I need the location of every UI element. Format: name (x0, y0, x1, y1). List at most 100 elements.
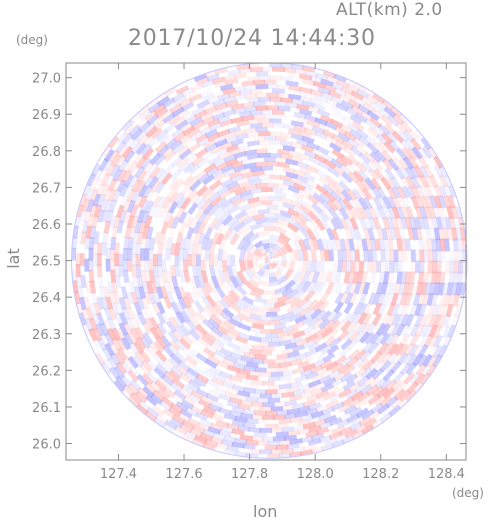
radar-cell (348, 348, 361, 361)
radar-cell (332, 164, 346, 176)
radar-cell (173, 131, 187, 143)
radar-cell (220, 141, 234, 150)
radar-cell (255, 84, 269, 90)
radar-cell (369, 133, 383, 146)
radar-cell (391, 196, 402, 210)
radar-cell (190, 353, 203, 365)
radar-cell (220, 164, 234, 174)
radar-cell (100, 172, 111, 187)
radar-cell (109, 247, 115, 261)
radar-cell (175, 196, 187, 209)
radar-cell (194, 411, 209, 422)
radar-cell (220, 439, 235, 447)
radar-cell (410, 175, 421, 190)
radar-cell (273, 358, 286, 364)
radar-cell (318, 435, 333, 444)
radar-cell (236, 238, 247, 251)
radar-cell (289, 358, 303, 367)
radar-cell (436, 260, 442, 274)
radar-cell (85, 307, 94, 321)
radar-cell (373, 168, 386, 181)
radar-cell (201, 102, 216, 111)
radar-cell (256, 440, 270, 446)
radar-cell (133, 286, 142, 300)
radar-cell (438, 164, 449, 179)
radar-cell (260, 144, 274, 150)
radar-cell (418, 238, 425, 252)
radar-cell (175, 364, 189, 376)
radar-cell (301, 78, 316, 86)
radar-cell (318, 209, 330, 222)
radar-cell (280, 75, 294, 82)
radar-cell (442, 324, 452, 339)
radar-cell (371, 159, 384, 172)
radar-cell (244, 219, 257, 229)
radar-cell (236, 119, 250, 127)
radar-cell (393, 260, 399, 274)
radar-cell (302, 421, 317, 430)
radar-cell (292, 344, 305, 353)
radar-cell (131, 253, 137, 267)
radar-cell (413, 292, 421, 307)
radar-cell (135, 129, 148, 142)
radar-cell (327, 199, 339, 212)
radar-cell (170, 168, 182, 181)
radar-cell (200, 149, 214, 161)
radar-cell (290, 141, 304, 150)
radar-cell (268, 319, 281, 326)
radar-cell (101, 296, 109, 311)
radar-cell (312, 209, 325, 222)
radar-cell (358, 282, 366, 295)
radar-cell (233, 164, 247, 173)
radar-cell (375, 133, 389, 146)
radar-cell (260, 178, 273, 184)
radar-cell (384, 249, 390, 262)
radar-cell (354, 260, 360, 273)
radar-cell (92, 242, 99, 256)
radar-cell (212, 290, 224, 303)
radar-cell (313, 418, 327, 427)
radar-cell (85, 225, 92, 239)
radar-cell (307, 194, 320, 205)
radar-cell (204, 248, 211, 261)
radar-cell (324, 135, 338, 145)
radar-cell (310, 364, 324, 374)
radar-cell (102, 357, 114, 371)
radar-cell (302, 249, 309, 261)
radar-cell (337, 329, 350, 342)
radar-cell (334, 217, 345, 230)
radar-cell (373, 206, 383, 220)
radar-cell (292, 238, 303, 251)
radar-cell (442, 334, 453, 349)
radar-cell (92, 264, 99, 278)
radar-cell (323, 158, 337, 170)
radar-cell (415, 185, 425, 199)
radar-cell (99, 198, 109, 213)
radar-cell (270, 406, 284, 412)
radar-cell (126, 291, 134, 305)
radar-cell (136, 231, 144, 245)
radar-cell (216, 324, 229, 336)
radar-cell (327, 369, 341, 380)
radar-cell (269, 260, 274, 263)
radar-cell (141, 373, 154, 386)
radar-cell (358, 152, 371, 165)
radar-cell (126, 346, 138, 360)
radar-cell (203, 280, 213, 294)
radar-cell (345, 106, 359, 118)
radar-cell (339, 291, 350, 305)
radar-cell (278, 374, 292, 381)
radar-cell (185, 355, 198, 367)
radar-cell (188, 328, 201, 341)
radar-cell (163, 210, 173, 224)
radar-cell (413, 372, 426, 386)
radar-cell (179, 270, 186, 284)
radar-cell (262, 243, 270, 249)
radar-cell (329, 319, 342, 332)
radar-cell (244, 84, 258, 91)
radar-cell (399, 362, 412, 376)
radar-cell (292, 424, 306, 432)
radar-cell (199, 112, 213, 122)
radar-cell (370, 350, 383, 364)
radar-cell (439, 271, 446, 285)
